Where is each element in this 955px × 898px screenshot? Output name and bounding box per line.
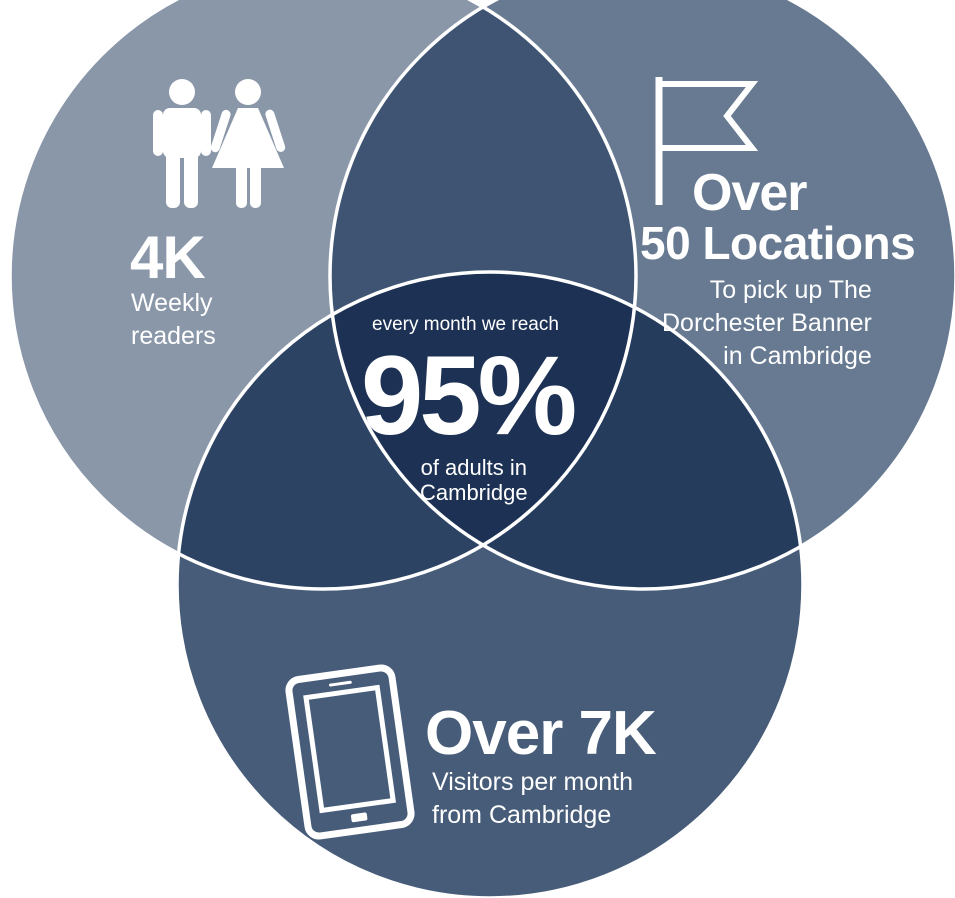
circle-left-outline bbox=[8, 0, 638, 591]
left-readers-label: Weekly readers bbox=[131, 289, 216, 350]
center-percent-value: 95% bbox=[361, 333, 577, 458]
center-label: of adults in Cambridge bbox=[420, 455, 528, 505]
center-intro-text: every month we reach bbox=[372, 314, 559, 335]
right-locations-value-line1: Over bbox=[692, 164, 808, 222]
bottom-visitors-value: Over 7K bbox=[425, 699, 657, 768]
right-locations-label: To pick up The Dorchester Banner in Camb… bbox=[662, 276, 872, 370]
right-locations-value-line2: 50 Locations bbox=[640, 217, 916, 269]
circle-right-outline bbox=[328, 0, 955, 591]
bottom-visitors-label: Visitors per month from Cambridge bbox=[432, 768, 634, 829]
left-readers-value: 4K bbox=[130, 224, 206, 291]
flag-icon bbox=[655, 77, 759, 205]
man-woman-icon bbox=[153, 79, 286, 208]
circle-bottom-outline bbox=[175, 270, 805, 898]
tablet-icon bbox=[285, 664, 415, 840]
